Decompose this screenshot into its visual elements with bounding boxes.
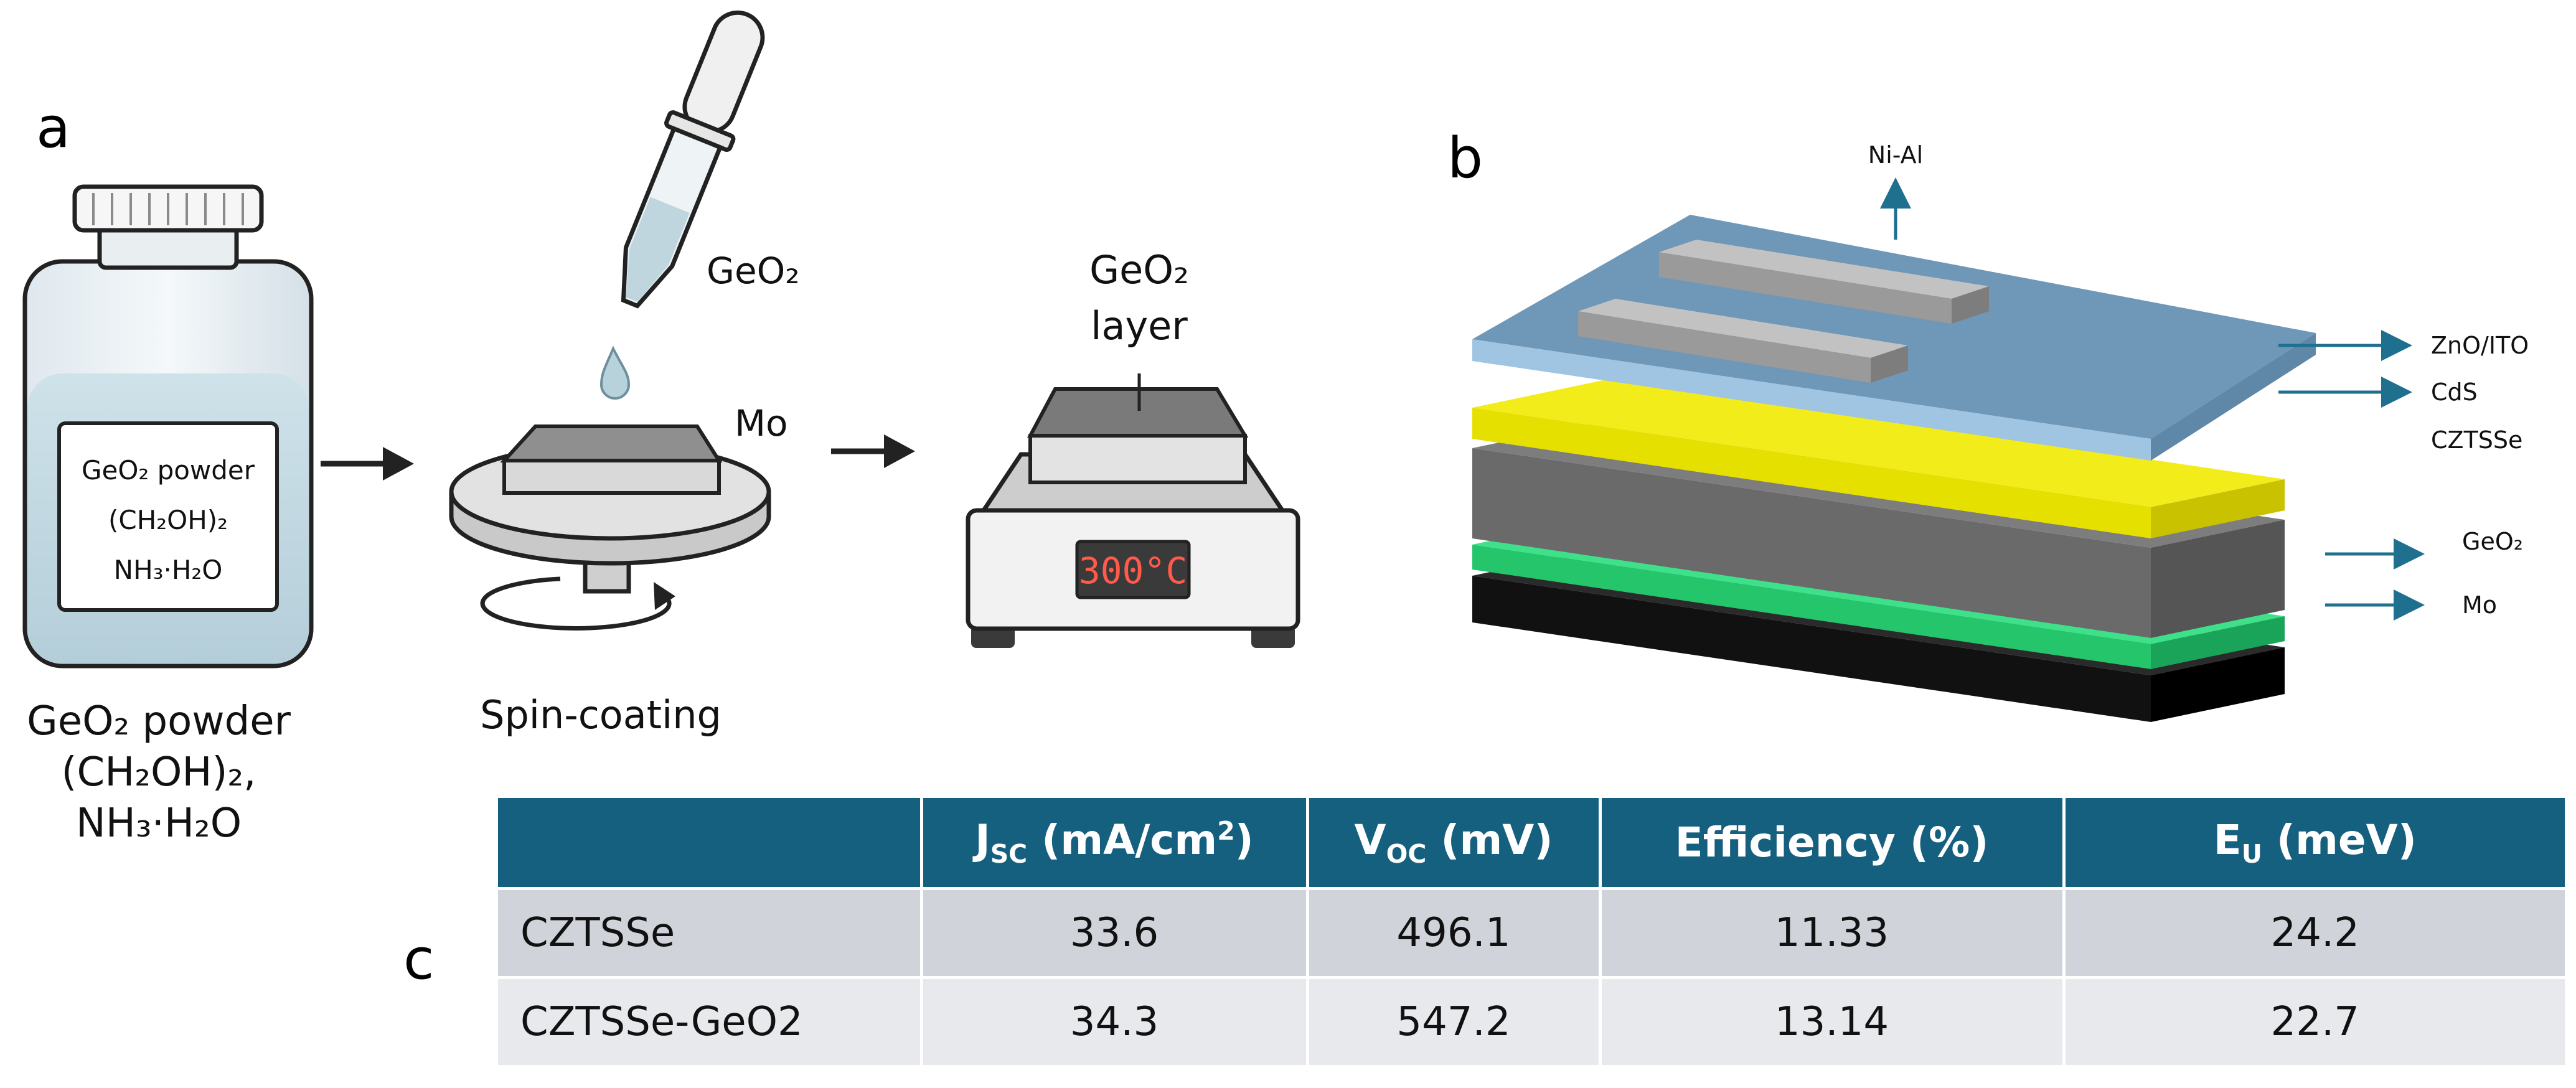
substrate-label: Mo	[735, 402, 788, 444]
layer-czts	[1472, 448, 2151, 638]
ni-al-label: Ni-Al	[1868, 141, 1923, 169]
bottle-label-line2: (CH₂OH)₂	[108, 505, 228, 535]
panel-a-letter: a	[36, 95, 70, 161]
process-arrow-2	[831, 434, 915, 468]
cell-voc: 547.2	[1307, 976, 1602, 1065]
hot-plate-icon	[966, 373, 1300, 648]
bottle-label	[57, 421, 279, 612]
cell-jsc: 33.6	[921, 887, 1309, 978]
header-voc: VOC (mV)	[1307, 798, 1602, 889]
dropper-icon	[621, 10, 765, 309]
cell-efficiency: 11.33	[1600, 887, 2066, 978]
cell-efficiency: 13.14	[1600, 976, 2066, 1065]
panel-b-letter: b	[1447, 126, 1483, 191]
mo-label: Mo	[2462, 591, 2497, 619]
layer-zno-ito	[1472, 339, 2151, 461]
layer-mo	[1472, 576, 2151, 722]
row-name: CZTSSe	[498, 887, 923, 978]
temperature-readout: 300°C	[1079, 550, 1188, 592]
bottle-caption-line3: NH₃·H₂O	[76, 800, 242, 846]
cell-jsc: 34.3	[921, 976, 1309, 1065]
bottle-label-line3: NH₃·H₂O	[114, 555, 223, 585]
droplet-icon	[599, 345, 631, 400]
layer-geo2	[1472, 545, 2151, 669]
spin-coating-caption: Spin-coating	[480, 692, 722, 738]
header-sample	[498, 798, 923, 889]
cell-voc: 496.1	[1307, 887, 1602, 978]
panel-c-letter: c	[403, 927, 434, 992]
zno-ito-label: ZnO/ITO	[2431, 332, 2529, 359]
bottle-caption-line1: GeO₂ powder	[27, 698, 291, 744]
layer-label-line1: GeO₂	[1089, 247, 1189, 293]
czts-label: CZTSSe	[2431, 426, 2522, 454]
ni-al-finger-1	[1659, 240, 1989, 324]
cell-eu: 22.7	[2064, 976, 2565, 1065]
cds-label: CdS	[2431, 378, 2478, 406]
header-jsc: JSC (mA/cm2)	[921, 798, 1309, 889]
geo2-label: GeO₂	[2462, 528, 2523, 555]
layer-cds	[1472, 408, 2151, 538]
layer-label-line2: layer	[1091, 303, 1188, 349]
spin-coater-icon	[449, 424, 771, 631]
bottle-caption-line2: (CH₂OH)₂,	[62, 749, 256, 795]
header-efficiency: Efficiency (%)	[1600, 798, 2066, 889]
process-arrow-1	[321, 447, 414, 481]
reagent-bottle: GeO₂ powder (CH₂OH)₂ NH₃·H₂O	[22, 184, 314, 668]
photovoltaic-parameters-table: JSC (mA/cm2) VOC (mV) Efficiency (%) EU …	[498, 798, 2565, 1065]
table-row: CZTSSe 33.6 496.1 11.33 24.2	[498, 887, 2565, 978]
device-stack	[1472, 215, 2316, 722]
temperature-display	[1075, 540, 1191, 599]
ni-al-finger-2	[1578, 299, 1908, 383]
dropper-label: GeO₂	[707, 250, 800, 292]
header-eu: EU (meV)	[2064, 798, 2565, 889]
bottle-label-line1: GeO₂ powder	[82, 455, 255, 485]
table-header-row: JSC (mA/cm2) VOC (mV) Efficiency (%) EU …	[498, 798, 2565, 889]
cell-eu: 24.2	[2064, 887, 2565, 978]
row-name: CZTSSe-GeO2	[498, 976, 923, 1065]
table-row: CZTSSe-GeO2 34.3 547.2 13.14 22.7	[498, 976, 2565, 1065]
